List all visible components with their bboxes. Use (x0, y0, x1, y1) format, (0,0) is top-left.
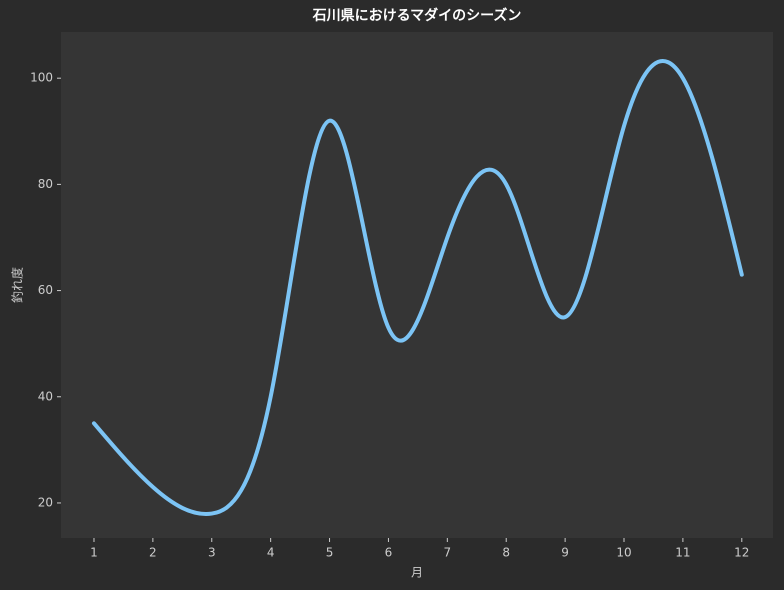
x-tick-label: 7 (444, 546, 452, 560)
y-tick-label: 100 (30, 71, 53, 85)
x-tick-label: 6 (385, 546, 393, 560)
y-tick-label: 60 (38, 283, 53, 297)
x-tick-label: 4 (267, 546, 275, 560)
x-tick-label: 2 (149, 546, 157, 560)
y-axis-label: 釣れ度 (10, 267, 25, 303)
plot-area (61, 32, 773, 538)
y-tick-label: 40 (38, 389, 53, 403)
x-tick-label: 5 (326, 546, 334, 560)
y-tick-label: 80 (38, 177, 53, 191)
x-tick-label: 9 (561, 546, 569, 560)
line (91, 59, 744, 516)
x-axis-label: 月 (411, 566, 423, 580)
chart-title: 石川県におけるマダイのシーズン (312, 7, 522, 24)
y-tick-label: 20 (38, 495, 53, 509)
x-tick-label: 3 (208, 546, 216, 560)
x-tick-label: 10 (616, 546, 631, 560)
x-tick-label: 12 (734, 546, 749, 560)
x-tick-label: 11 (675, 546, 690, 560)
x-tick-label: 8 (502, 546, 510, 560)
x-tick-label: 1 (90, 546, 98, 560)
